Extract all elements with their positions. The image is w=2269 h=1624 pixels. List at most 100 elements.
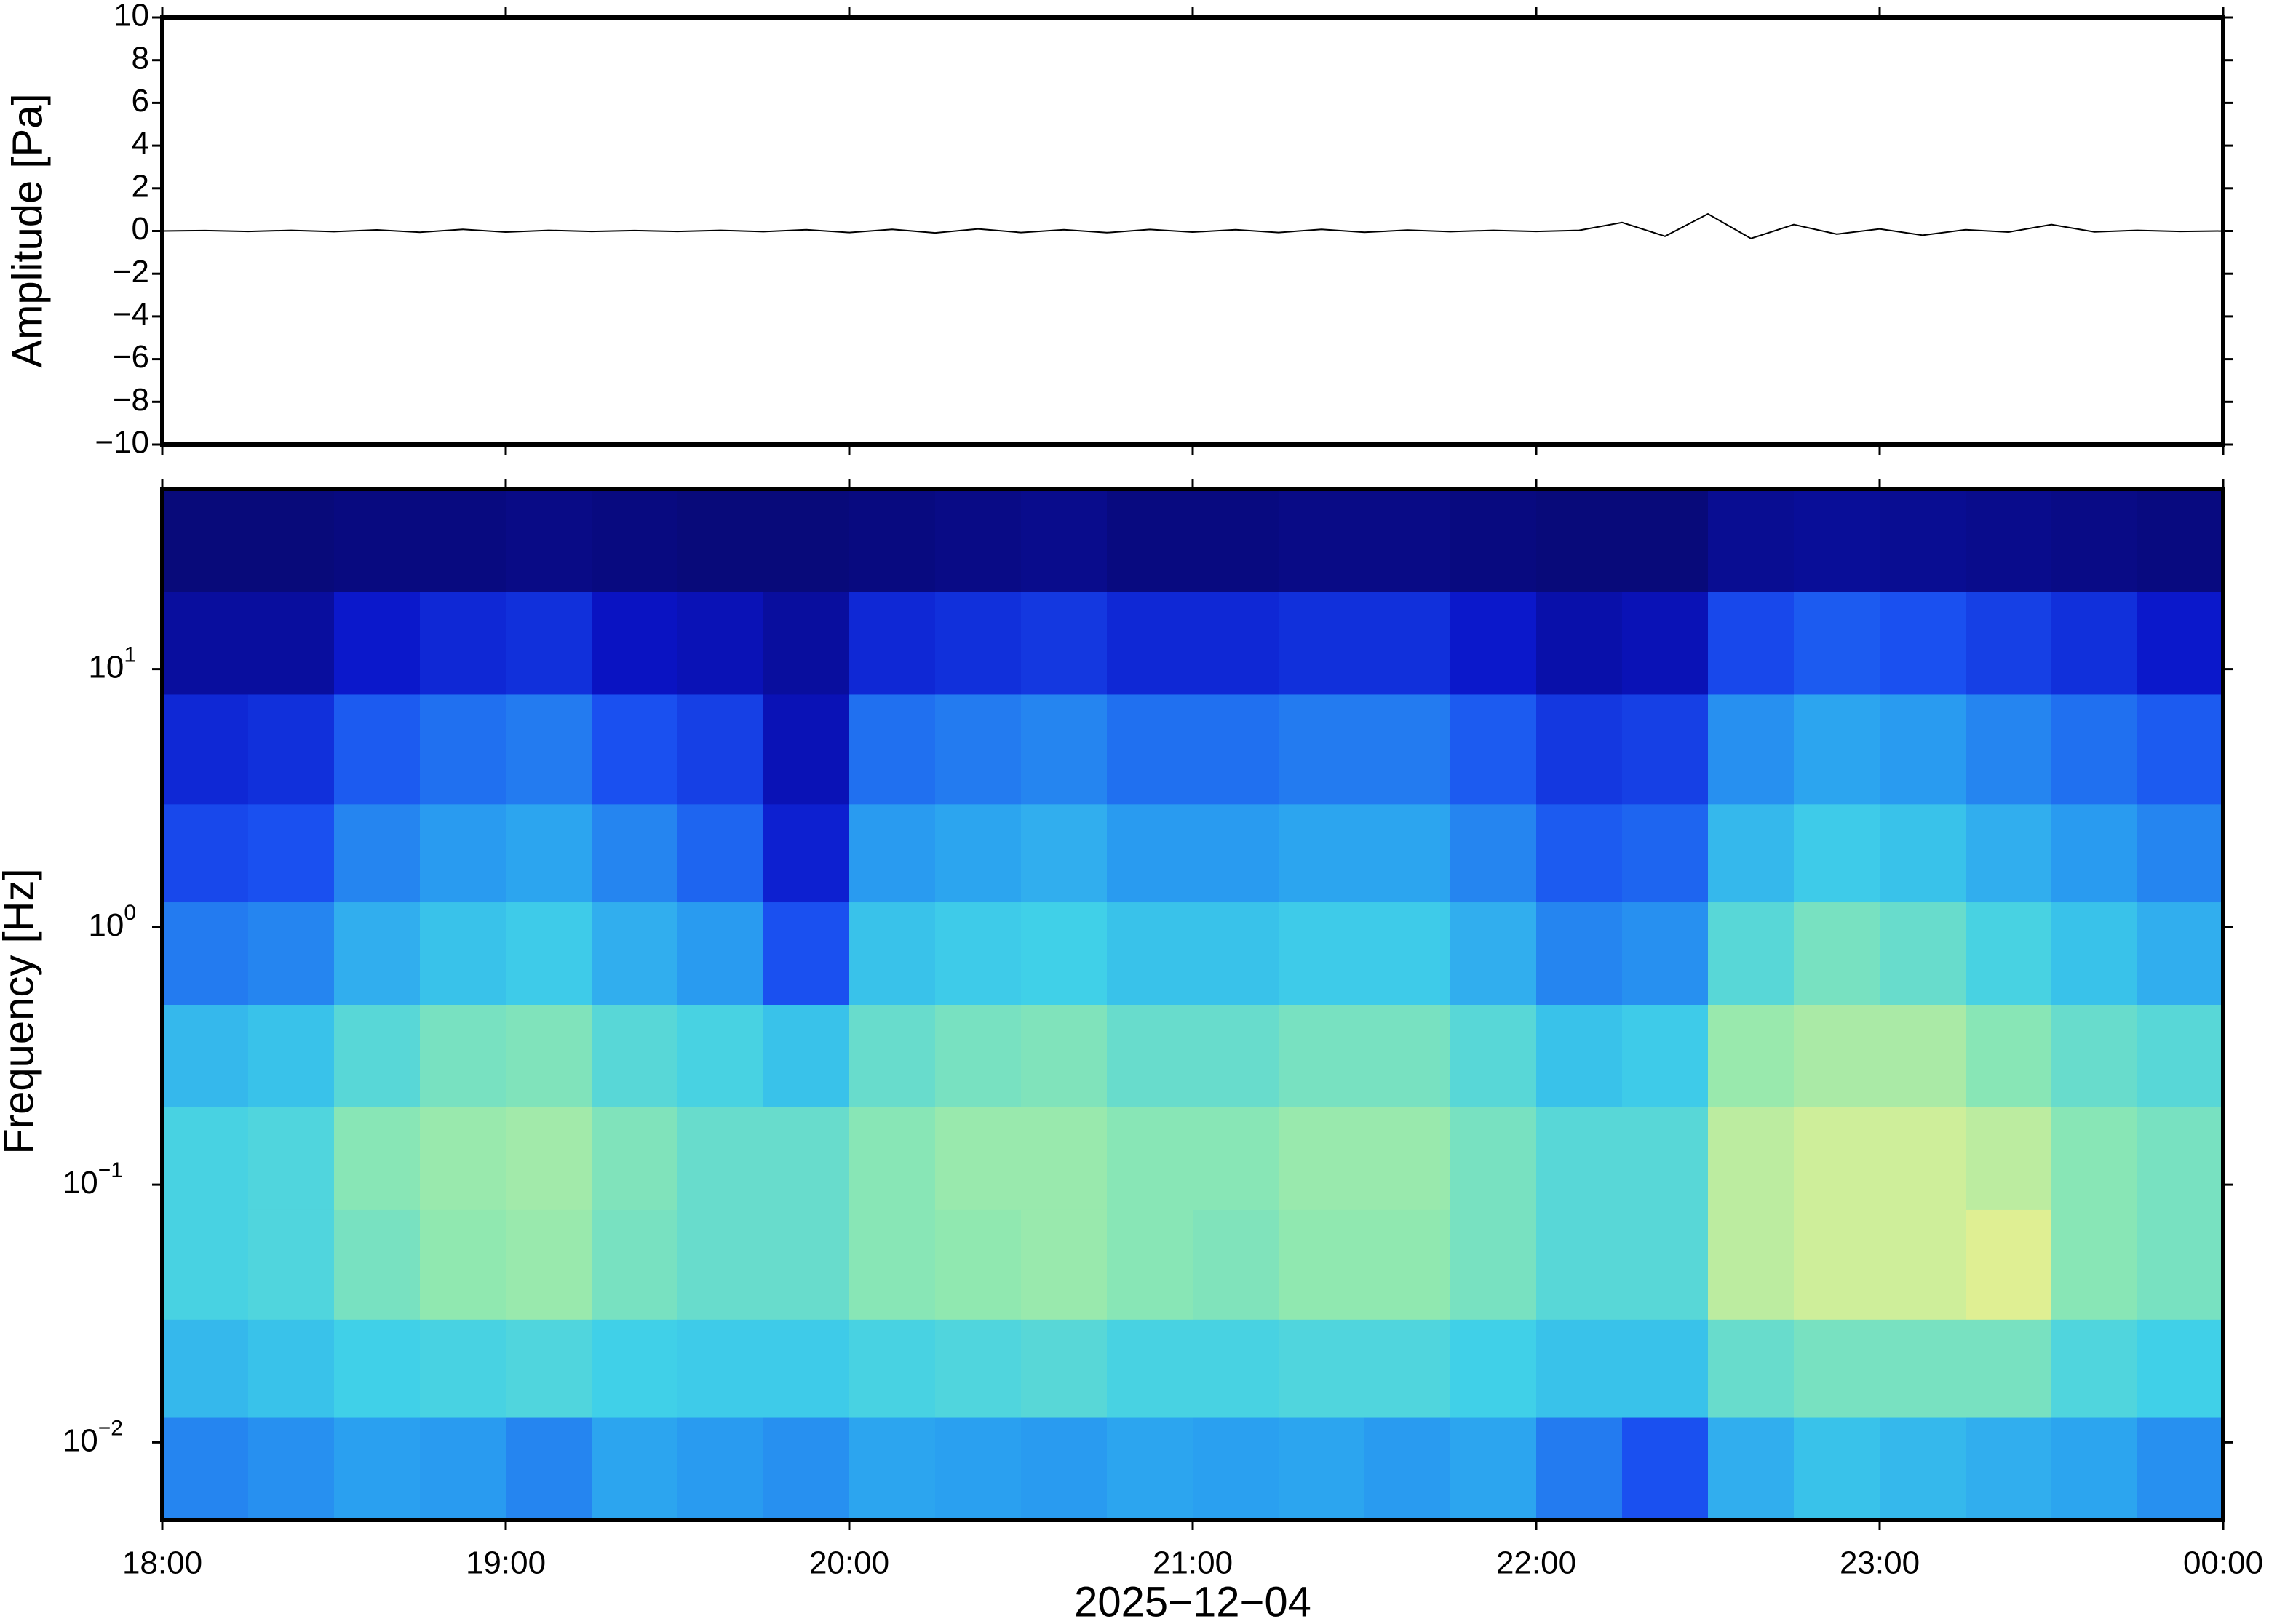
spectrogram-cell xyxy=(334,1209,421,1320)
spectrogram-cell xyxy=(1364,489,1451,592)
spectrogram-cell xyxy=(334,1004,421,1107)
spectrogram-cell xyxy=(2051,1004,2138,1107)
spectrogram-cell xyxy=(1107,1107,1193,1210)
spectrogram-cell xyxy=(1021,693,1108,805)
spectrogram-cell xyxy=(849,901,936,1005)
spectrogram-cell xyxy=(162,1319,249,1418)
spectrogram-cell xyxy=(1708,1107,1795,1210)
spectrogram-cell xyxy=(162,901,249,1005)
spectrogram-cell xyxy=(1107,901,1193,1005)
spectrogram-cell xyxy=(592,1209,678,1320)
spectrogram-cell xyxy=(1364,1107,1451,1210)
spectrogram-cell xyxy=(248,591,335,695)
spectrogram-cell xyxy=(1364,1004,1451,1107)
spectrogram-cell xyxy=(420,901,506,1005)
spectrogram-cell xyxy=(1193,1319,1279,1418)
spectrogram-cell xyxy=(1708,1209,1795,1320)
spectrogram-cell xyxy=(2137,591,2224,695)
spectrogram-cell xyxy=(763,1319,850,1418)
spectrogram-cell xyxy=(1279,803,1365,903)
spectrogram-cell xyxy=(1021,1107,1108,1210)
spectrogram-cell xyxy=(677,1209,764,1320)
x-tick-label: 20:00 xyxy=(809,1545,889,1581)
x-axis-label: 2025−12−04 xyxy=(1074,1578,1311,1624)
spectrogram-cell xyxy=(334,489,421,592)
spectrogram-cell xyxy=(248,803,335,903)
spectrogram-cell xyxy=(2137,1417,2224,1521)
spectrogram-cell xyxy=(935,1319,1022,1418)
spectrogram-cell xyxy=(420,693,506,805)
spectrogram-cell xyxy=(248,1107,335,1210)
y-tick-base: 10 xyxy=(63,1165,98,1201)
spectrogram-cell xyxy=(334,1319,421,1418)
spectrogram-cell xyxy=(1880,1004,1966,1107)
spectrogram-cell xyxy=(1450,489,1537,592)
spectrogram-cell xyxy=(1193,693,1279,805)
spectrogram-cell xyxy=(2137,489,2224,592)
spectrogram-cell xyxy=(1794,1319,1880,1418)
spectrogram-cell xyxy=(334,803,421,903)
y-tick-exponent: −2 xyxy=(98,1416,123,1440)
spectrogram-cell xyxy=(162,1107,249,1210)
spectrogram-cell xyxy=(763,901,850,1005)
spectrogram-cell xyxy=(2051,1417,2138,1521)
amplitude-axis-label: Amplitude [Pa] xyxy=(4,93,51,367)
spectrogram-cell xyxy=(1193,803,1279,903)
y-tick-label: 8 xyxy=(132,40,149,76)
spectrogram-cell xyxy=(248,901,335,1005)
spectrogram-cell xyxy=(1193,591,1279,695)
y-tick-label: −8 xyxy=(113,382,149,418)
spectrogram-cell xyxy=(1622,1417,1709,1521)
y-tick-label: −4 xyxy=(113,297,149,333)
spectrogram-cell xyxy=(1880,1209,1966,1320)
spectrogram-cell xyxy=(1193,1417,1279,1521)
spectrogram-cell xyxy=(248,1417,335,1521)
spectrogram-cell xyxy=(1021,591,1108,695)
y-tick-base: 10 xyxy=(88,649,124,685)
spectrogram-cell xyxy=(677,591,764,695)
spectrogram-cell xyxy=(677,1107,764,1210)
spectrogram-cell xyxy=(763,803,850,903)
spectrogram-cell xyxy=(677,1417,764,1521)
spectrogram-cell xyxy=(1107,693,1193,805)
waveform xyxy=(162,212,2224,239)
spectrogram-cell xyxy=(1450,1004,1537,1107)
spectrogram-cell xyxy=(506,901,592,1005)
spectrogram-cell xyxy=(592,693,678,805)
spectrogram-cell xyxy=(935,591,1022,695)
spectrogram-cell xyxy=(1021,1417,1108,1521)
x-tick-label: 23:00 xyxy=(1840,1545,1920,1581)
spectrogram-cell xyxy=(849,1417,936,1521)
spectrogram-cell xyxy=(1966,803,2052,903)
x-tick-label: 21:00 xyxy=(1153,1545,1233,1581)
spectrogram-cell xyxy=(1450,591,1537,695)
spectrogram-cell xyxy=(162,1209,249,1320)
spectrogram-cell xyxy=(1279,591,1365,695)
spectrogram-cell xyxy=(592,803,678,903)
spectrogram-cell xyxy=(1966,1209,2052,1320)
spectrogram-cell xyxy=(1794,693,1880,805)
spectrogram-cell xyxy=(1794,1107,1880,1210)
spectrogram-cell xyxy=(935,803,1022,903)
y-tick-label: 101 xyxy=(88,643,136,685)
spectrogram-cell xyxy=(506,693,592,805)
spectrogram-cell xyxy=(1536,693,1623,805)
spectrogram-cell xyxy=(592,1107,678,1210)
spectrogram-cell xyxy=(248,693,335,805)
spectrogram-cell xyxy=(1880,693,1966,805)
spectrogram-cell xyxy=(1880,489,1966,592)
spectrogram-cell xyxy=(1622,1209,1709,1320)
panel-frame xyxy=(160,487,2225,1522)
spectrogram-cell xyxy=(935,693,1022,805)
spectrogram-cell xyxy=(677,901,764,1005)
spectrogram-cell xyxy=(1794,489,1880,592)
y-tick-base: 10 xyxy=(63,1422,98,1458)
y-tick-label: 10 xyxy=(114,0,149,33)
spectrogram-cell xyxy=(1536,591,1623,695)
spectrogram-cell xyxy=(1107,1004,1193,1107)
spectrogram-cell xyxy=(1622,591,1709,695)
spectrogram-cell xyxy=(1536,489,1623,592)
spectrogram-cell xyxy=(1880,591,1966,695)
spectrogram-cell xyxy=(1708,693,1795,805)
spectrogram-cell xyxy=(1622,1004,1709,1107)
